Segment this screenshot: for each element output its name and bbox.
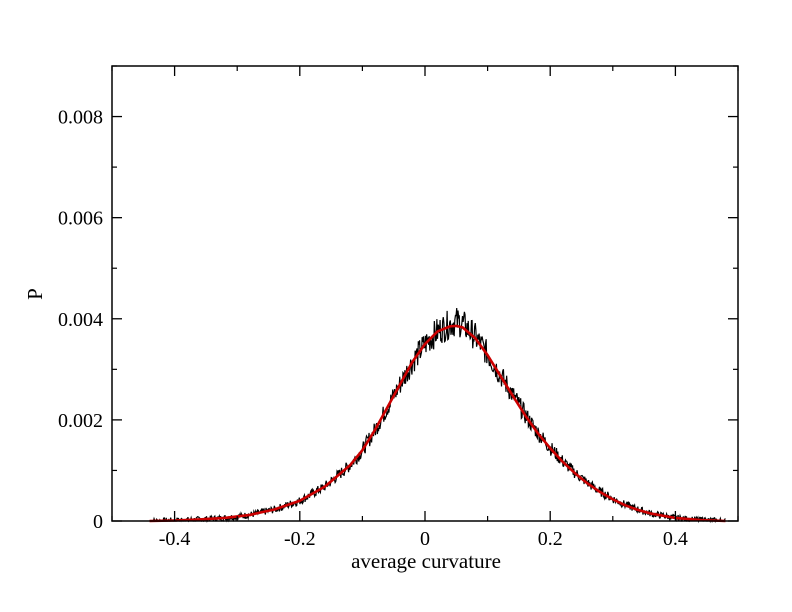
series-1 (149, 324, 726, 523)
x-axis-label: average curvature (351, 549, 501, 573)
y-tick-label: 0.008 (58, 107, 103, 129)
y-tick-label: 0.002 (58, 410, 103, 432)
y-tick-label: 0.006 (58, 208, 103, 230)
fit-line (149, 324, 726, 523)
y-tick-label: 0 (93, 511, 103, 533)
x-tick-label: 0 (420, 528, 430, 550)
y-axis-label: P (23, 288, 47, 300)
axes: -0.4 -0.2 0 0.2 0.4 0 0.002 0.004 0.006 0.008 (58, 65, 739, 550)
x-tick-label: 0.4 (663, 528, 688, 550)
series-line (149, 307, 726, 524)
x-tick-label: -0.4 (159, 528, 191, 550)
plot-frame (111, 65, 739, 522)
x-tick-label: 0.2 (538, 528, 563, 550)
x-tick-label: -0.2 (284, 528, 316, 550)
plot-area (149, 307, 726, 524)
y-tick-label: 0.004 (58, 309, 103, 331)
series-0 (149, 307, 726, 524)
